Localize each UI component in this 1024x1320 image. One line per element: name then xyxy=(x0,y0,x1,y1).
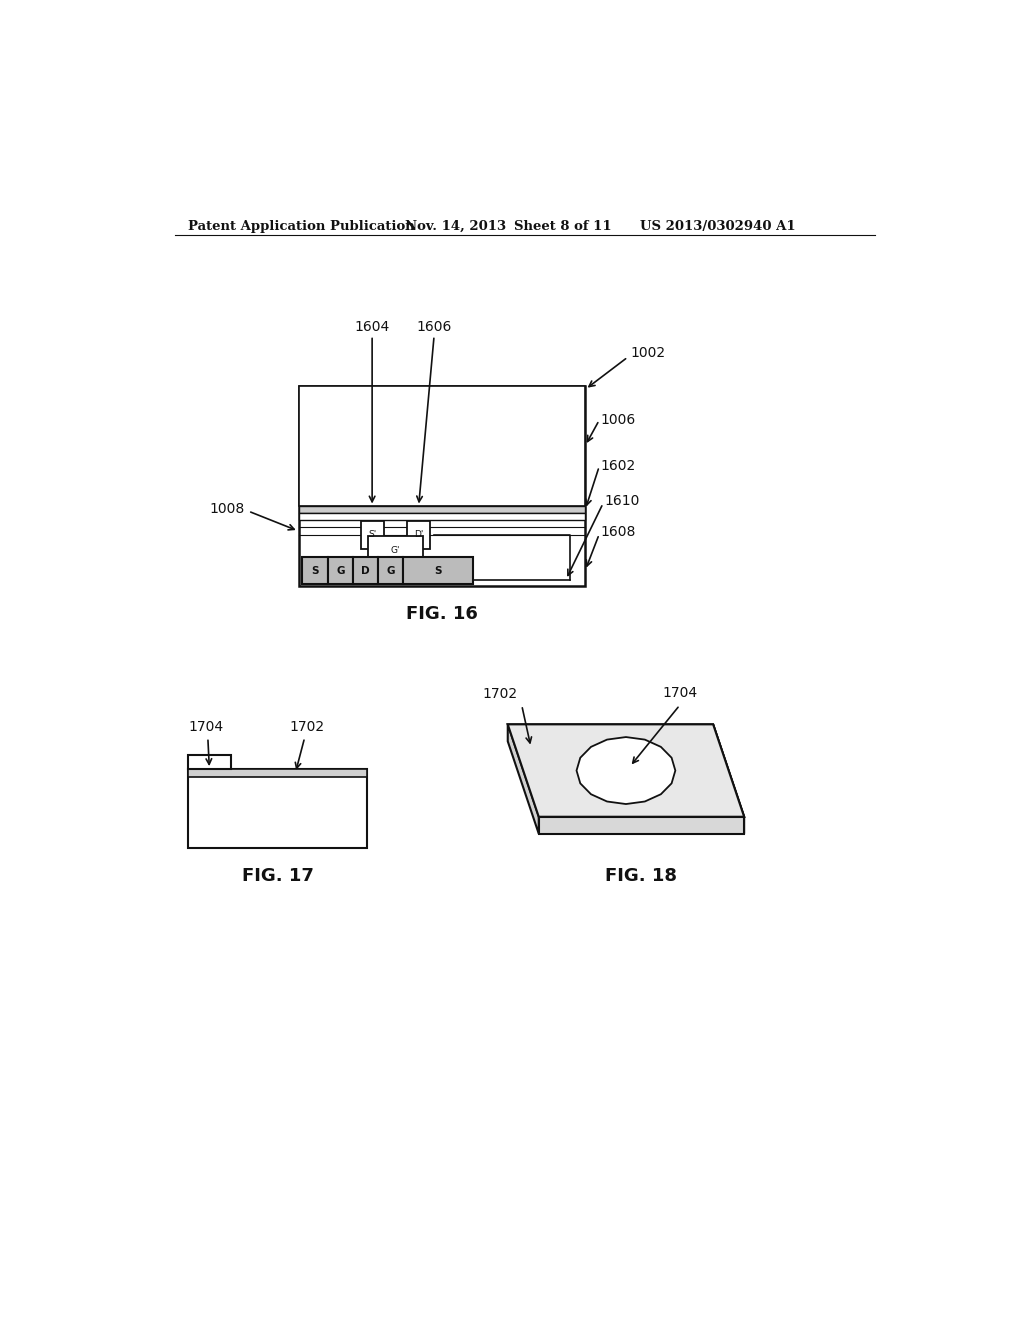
Text: 1608: 1608 xyxy=(601,525,636,539)
Text: S: S xyxy=(311,566,318,576)
Text: G': G' xyxy=(390,546,400,554)
Text: S: S xyxy=(434,566,441,576)
Polygon shape xyxy=(713,725,744,834)
Polygon shape xyxy=(539,817,744,834)
Text: D': D' xyxy=(414,531,423,540)
Text: 1606: 1606 xyxy=(417,319,452,334)
Bar xyxy=(378,557,403,585)
Text: 1610: 1610 xyxy=(604,494,640,508)
Text: 1702: 1702 xyxy=(289,721,325,734)
Bar xyxy=(299,506,586,513)
Text: 1704: 1704 xyxy=(663,685,697,700)
Text: FIG. 18: FIG. 18 xyxy=(605,867,677,884)
Polygon shape xyxy=(508,725,744,817)
Bar xyxy=(188,755,231,770)
Text: Nov. 14, 2013: Nov. 14, 2013 xyxy=(406,220,507,234)
Bar xyxy=(299,385,586,506)
Text: 1604: 1604 xyxy=(354,319,390,334)
Text: D: D xyxy=(361,566,370,576)
Text: FIG. 16: FIG. 16 xyxy=(406,605,478,623)
Text: 1006: 1006 xyxy=(601,413,636,428)
Text: US 2013/0302940 A1: US 2013/0302940 A1 xyxy=(640,220,795,234)
Text: S': S' xyxy=(368,531,376,540)
Text: FIG. 17: FIG. 17 xyxy=(242,867,313,884)
Bar xyxy=(360,521,384,549)
Polygon shape xyxy=(508,725,744,817)
Text: 1008: 1008 xyxy=(209,502,245,516)
Text: 1002: 1002 xyxy=(630,346,666,360)
Bar xyxy=(188,770,367,847)
Text: 1702: 1702 xyxy=(482,688,517,701)
Polygon shape xyxy=(508,725,539,834)
Text: 1602: 1602 xyxy=(601,459,636,474)
Bar xyxy=(302,557,328,585)
Text: G: G xyxy=(336,566,345,576)
Bar xyxy=(328,557,352,585)
Text: 1704: 1704 xyxy=(188,721,223,734)
Bar xyxy=(369,536,423,564)
Text: Patent Application Publication: Patent Application Publication xyxy=(188,220,415,234)
Text: Sheet 8 of 11: Sheet 8 of 11 xyxy=(514,220,611,234)
Text: G: G xyxy=(386,566,395,576)
Bar xyxy=(188,770,367,776)
Polygon shape xyxy=(577,737,676,804)
Bar xyxy=(407,521,430,549)
Bar xyxy=(352,557,378,585)
Bar xyxy=(403,557,473,585)
Bar xyxy=(299,385,586,586)
Bar xyxy=(299,513,586,520)
